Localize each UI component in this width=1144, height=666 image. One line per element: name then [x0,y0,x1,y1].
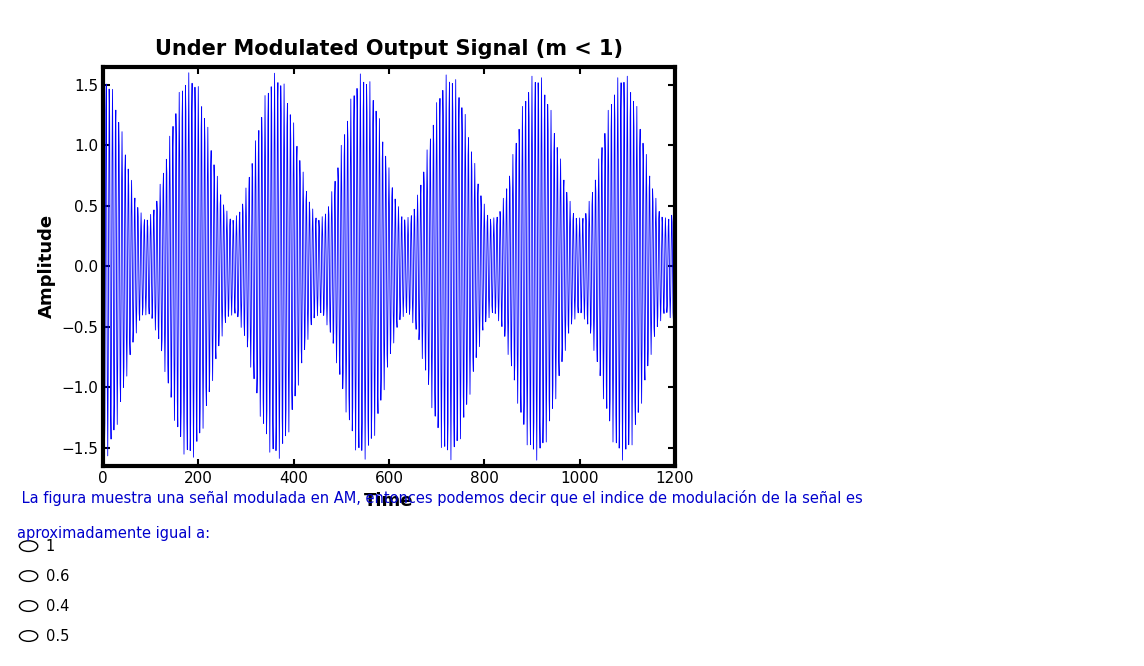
Text: 0.5: 0.5 [46,629,69,643]
Text: 1: 1 [46,539,55,553]
X-axis label: Time: Time [364,492,414,509]
Text: 0.4: 0.4 [46,599,69,613]
Text: La figura muestra una señal modulada en AM, entonces podemos decir que el indice: La figura muestra una señal modulada en … [17,490,863,505]
Text: aproximadamente igual a:: aproximadamente igual a: [17,526,210,541]
Text: 0.6: 0.6 [46,569,69,583]
Y-axis label: Amplitude: Amplitude [38,214,56,318]
Title: Under Modulated Output Signal (m < 1): Under Modulated Output Signal (m < 1) [154,39,623,59]
